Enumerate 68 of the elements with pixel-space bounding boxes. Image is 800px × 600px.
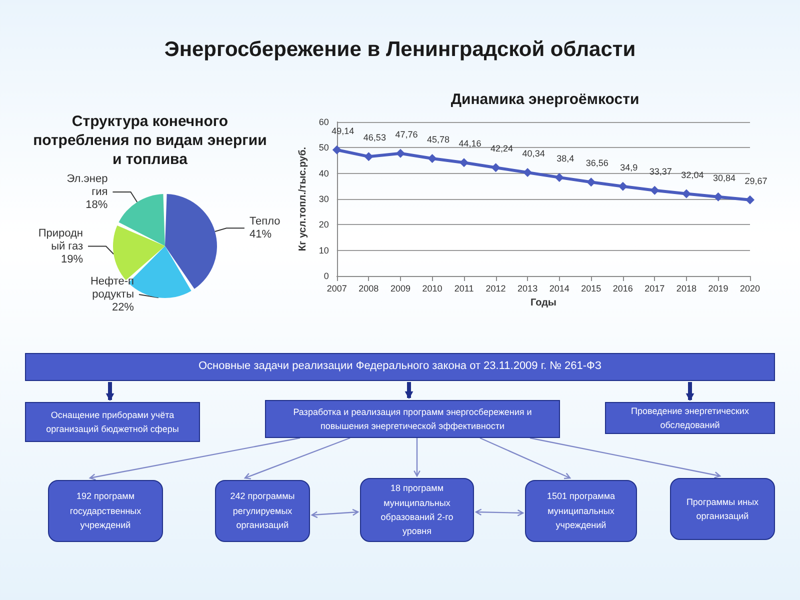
point bbox=[682, 189, 691, 198]
data-label: 38,4 bbox=[556, 153, 574, 164]
x-tick-label: 2012 bbox=[486, 284, 506, 294]
point bbox=[332, 145, 342, 154]
point bbox=[618, 182, 628, 191]
x-tick-label: 2008 bbox=[358, 284, 379, 294]
x-tick-label: 2019 bbox=[708, 284, 728, 294]
y-tick-label: 0 bbox=[324, 271, 329, 281]
point bbox=[523, 168, 532, 177]
point bbox=[460, 158, 469, 168]
text: 192 программ государственных учреждений bbox=[48, 480, 163, 542]
point bbox=[650, 186, 660, 195]
x-tick-label: 2009 bbox=[390, 284, 410, 294]
y-tick-label: 10 bbox=[318, 245, 329, 256]
data-label: 40,34 bbox=[522, 148, 545, 158]
data-label: 18% bbox=[86, 198, 108, 211]
x-tick-label: 2007 bbox=[326, 284, 347, 294]
y-tick-label: 30 bbox=[318, 194, 329, 204]
data-label: 33,37 bbox=[649, 166, 672, 176]
point bbox=[554, 172, 564, 182]
text: Разработка и реализация программ энергосбережения и повышения энергетической эффективности bbox=[265, 400, 560, 438]
x-tick-label: 2020 bbox=[740, 284, 760, 294]
text: 1501 программа муниципальных учреждений bbox=[525, 480, 637, 542]
text: 242 программы регулируемых организаций bbox=[215, 480, 310, 542]
data-label: 45,78 bbox=[426, 134, 450, 144]
chart-title: Динамика энергоёмкости bbox=[450, 91, 640, 108]
data-label: 29,67 bbox=[744, 176, 768, 186]
y-axis-title: Кг усл.топл./тыс.руб. bbox=[298, 146, 308, 252]
slice-label: Тепло bbox=[249, 216, 280, 228]
point bbox=[428, 154, 437, 163]
data-label: 41% bbox=[249, 228, 272, 241]
point bbox=[746, 195, 754, 204]
x-tick-label: 2013 bbox=[518, 284, 538, 294]
data-label: 44,16 bbox=[458, 138, 482, 149]
data-label: 19% bbox=[60, 253, 84, 266]
point bbox=[714, 192, 723, 202]
x-tick-label: 2016 bbox=[612, 284, 633, 294]
text: Оснащение приборами учёта организаций бюджетной сферы bbox=[25, 402, 200, 442]
data-label: 47,76 bbox=[395, 129, 418, 140]
x-tick-label: 2017 bbox=[644, 284, 665, 294]
point bbox=[491, 163, 500, 172]
data-label: 46,53 bbox=[363, 132, 386, 143]
text: Энергосбережение в Ленинградской области bbox=[163, 37, 637, 63]
slice-label: Эл.энергия bbox=[66, 172, 108, 198]
x-tick-label: 2015 bbox=[581, 284, 602, 294]
data-label: 42,24 bbox=[490, 144, 514, 154]
text: 18 программ муниципальных образований 2-го уровня bbox=[360, 478, 474, 542]
text: Основные задачи реализации Федерального закона от 23.11.2009 г. № 261-ФЗ bbox=[25, 353, 775, 381]
x-tick-label: 2011 bbox=[454, 284, 474, 294]
data-label: 34,9 bbox=[620, 162, 638, 172]
data-label: 32,04 bbox=[681, 170, 704, 180]
text: Проведение энергетических обследований bbox=[605, 402, 775, 434]
text: Программы иных организаций bbox=[670, 478, 775, 540]
point bbox=[364, 152, 374, 162]
slice-label: Природный газ bbox=[38, 227, 83, 252]
y-tick-label: 50 bbox=[318, 142, 329, 153]
y-tick-label: 60 bbox=[318, 117, 329, 127]
x-axis-title: Годы bbox=[530, 298, 556, 308]
x-tick-label: 2014 bbox=[549, 284, 570, 294]
y-tick-label: 20 bbox=[318, 220, 329, 230]
data-label: 30,84 bbox=[712, 172, 736, 183]
x-tick-label: 2010 bbox=[422, 284, 442, 294]
data-label: 36,56 bbox=[586, 158, 608, 168]
x-tick-label: 2018 bbox=[676, 284, 696, 294]
point bbox=[586, 178, 596, 187]
chart-title: Структура конечного потребления по видам энергии и топлива bbox=[32, 112, 268, 169]
y-tick-label: 40 bbox=[318, 168, 329, 178]
data-label: 22% bbox=[112, 302, 134, 314]
